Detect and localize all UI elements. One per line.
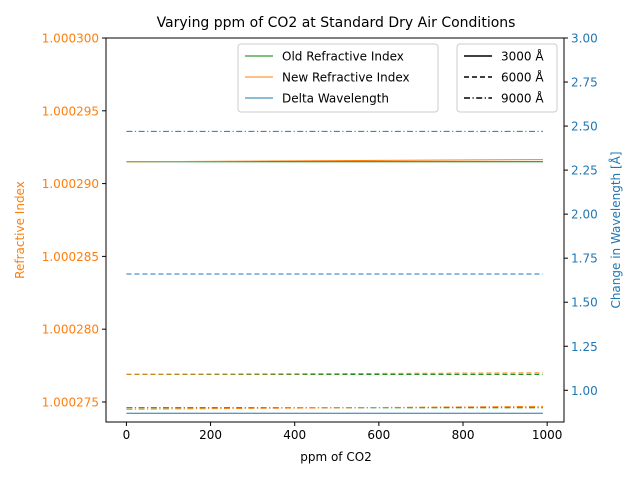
series-line-new-9000 [126,405,543,410]
y-left-tick-label: 1.000300 [42,32,99,46]
y-right-tick-label: 3.00 [571,32,598,46]
y-axis-right-label: Change in Wavelength [Å] [608,151,623,308]
y-axis-right: 1.00 1.25 1.50 1.75 2.00 2.25 2.50 2.75 3.00 [564,32,598,398]
legend-series-label: New Refractive Index [282,71,410,85]
x-tick-label: 0 [123,428,131,442]
series-line-new-6000 [126,372,543,375]
y-right-tick-label: 2.50 [571,120,598,134]
legend-series-box [237,43,439,113]
legend-series-label: Old Refractive Index [282,50,404,64]
plot-lines [126,130,543,414]
y-right-tick-label: 1.50 [571,296,598,310]
y-right-tick-label: 2.75 [571,76,598,90]
series-line-new-3000 [126,159,543,163]
legend-wavelength-label: 3000 Å [501,49,544,64]
y-left-tick-label: 1.000275 [42,395,99,409]
legend-wavelength-label: 6000 Å [501,70,544,85]
y-axis-left-label: Refractive Index [13,181,27,279]
y-left-tick-label: 1.000290 [42,177,99,191]
legend-series: Old Refractive Index New Refractive Index… [237,43,439,113]
legend-wavelength: 3000 Å 6000 Å 9000 Å [456,43,558,113]
y-left-tick-label: 1.000280 [42,323,99,337]
y-right-tick-label: 1.25 [571,340,598,354]
x-tick-label: 400 [283,428,306,442]
chart-title: Varying ppm of CO2 at Standard Dry Air C… [157,15,516,31]
y-right-tick-label: 2.00 [571,208,598,222]
y-right-tick-label: 1.00 [571,384,598,398]
y-axis-left: 1.000275 1.000280 1.000285 1.000290 1.000295… [42,32,106,409]
legend-wavelength-box [456,43,558,113]
y-left-tick-label: 1.000285 [42,250,99,264]
x-tick-label: 600 [367,428,390,442]
y-left-tick-label: 1.000295 [42,104,99,118]
x-axis: 0 200 400 600 800 1000 [123,422,563,442]
plot-frame [105,37,565,423]
y-right-tick-label: 1.75 [571,252,598,266]
y-right-tick-label: 2.25 [571,164,598,178]
legend-series-label: Delta Wavelength [282,92,389,106]
x-tick-label: 200 [199,428,222,442]
x-tick-label: 800 [452,428,475,442]
legend-wavelength-label: 9000 Å [501,91,544,106]
x-axis-label: ppm of CO2 [300,450,372,464]
x-tick-label: 1000 [532,428,563,442]
